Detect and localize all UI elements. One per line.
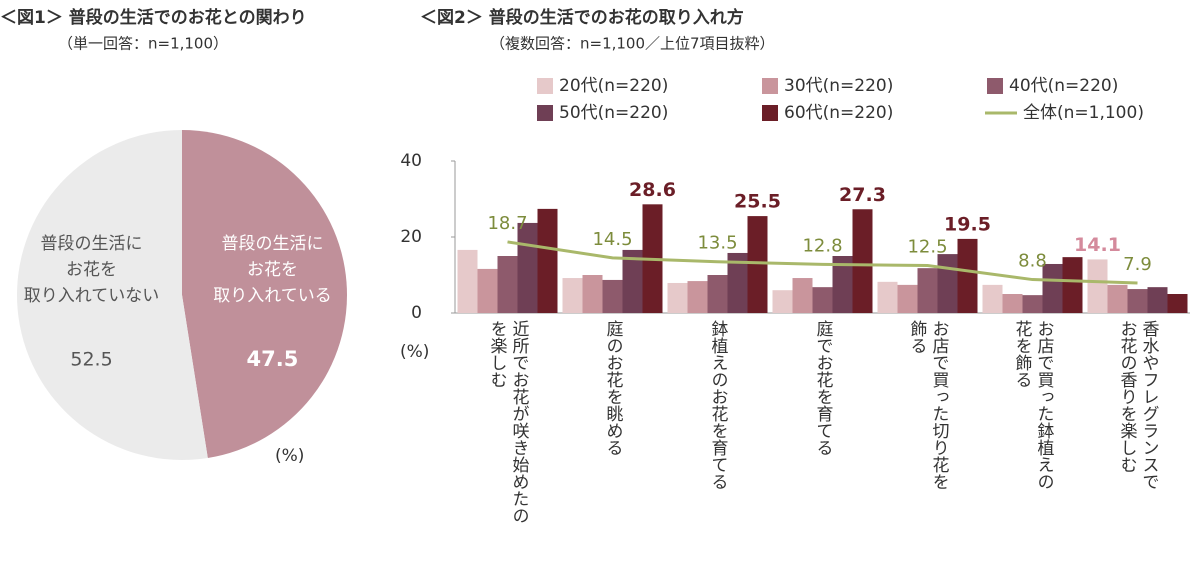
x-tick-label: お店で買った鉢植えの 花を飾る — [1011, 320, 1054, 490]
bar — [687, 281, 708, 313]
pie-subtitle: （単一回答：n=1,100） — [58, 35, 228, 53]
bar-subtitle: （複数回答：n=1,100／上位7項目抜粋） — [490, 35, 775, 53]
bar — [937, 254, 958, 313]
legend-swatch — [762, 78, 778, 94]
bar — [792, 278, 813, 313]
bar-value-label: 27.3 — [839, 184, 886, 206]
bar-value-label: 14.1 — [1074, 234, 1121, 256]
bar — [1062, 257, 1083, 313]
bar — [1087, 259, 1108, 313]
legend-label: 40代(n=220) — [1009, 76, 1118, 96]
bar — [957, 238, 978, 313]
x-tick-label: 庭でお花を育てる — [812, 320, 833, 456]
y-tick-label: 0 — [411, 303, 422, 323]
x-tick-label: 鉢植えのお花を育てる — [707, 320, 728, 490]
line-value-label: 14.5 — [592, 229, 632, 250]
bar — [1022, 295, 1043, 313]
legend-swatch — [762, 105, 778, 121]
bar-title: ＜図2＞ 普段の生活でのお花の取り入れ方 — [420, 7, 744, 28]
bar — [582, 275, 603, 313]
y-tick-label: 20 — [400, 227, 422, 247]
legend-swatch — [987, 78, 1003, 94]
legend-label: 全体(n=1,100) — [1023, 103, 1144, 123]
bar — [1147, 287, 1168, 313]
bar — [1167, 294, 1188, 313]
line-value-label: 18.7 — [487, 213, 527, 234]
pie-slice — [16, 130, 208, 460]
bar — [707, 275, 728, 313]
pie-slice — [182, 130, 347, 458]
bar — [1127, 289, 1148, 313]
bar-value-label: 19.5 — [944, 213, 991, 235]
line-value-label: 8.8 — [1018, 251, 1047, 272]
y-tick-label: 40 — [400, 151, 422, 171]
bar — [667, 282, 688, 313]
bar-value-label: 25.5 — [734, 191, 781, 213]
line-value-label: 13.5 — [697, 233, 737, 254]
bar — [457, 249, 478, 313]
bar — [897, 284, 918, 313]
slice-label: 普段の生活にお花を取り入れていない — [24, 234, 160, 306]
line — [507, 240, 1138, 285]
x-tick-label: 近所でお花が咲き始めたの を楽しむ — [486, 320, 529, 524]
bar — [1002, 294, 1023, 313]
legend-swatch — [537, 105, 553, 121]
x-tick-label: 香水やフレグランスで お花の香りを楽しむ — [1116, 320, 1159, 490]
legend-label: 30代(n=220) — [784, 76, 893, 96]
bar — [497, 256, 518, 313]
legend-label: 50代(n=220) — [559, 103, 668, 123]
bar — [622, 249, 643, 313]
slice-label: 普段の生活にお花を取り入れている — [213, 234, 332, 306]
bar — [517, 222, 538, 313]
legend-label: 20代(n=220) — [559, 76, 668, 96]
bar — [727, 252, 748, 313]
legend-label: 60代(n=220) — [784, 103, 893, 123]
bar — [917, 268, 938, 313]
bar — [832, 256, 853, 313]
bar — [772, 290, 793, 313]
bar — [877, 281, 898, 313]
x-tick-label: 庭のお花を眺める — [602, 320, 623, 456]
bar — [602, 279, 623, 313]
line-value-label: 7.9 — [1123, 254, 1152, 275]
bar — [747, 216, 768, 313]
bar — [1042, 263, 1063, 313]
bar-value-label: 28.6 — [629, 179, 676, 201]
bar — [852, 209, 873, 313]
y-axis-label: (%) — [400, 342, 429, 362]
pie-title: ＜図1＞ 普段の生活でのお花との関わり — [0, 7, 307, 28]
legend-swatch — [537, 78, 553, 94]
pie-unit: (%) — [275, 446, 304, 466]
bar — [812, 287, 833, 313]
slice-value: 47.5 — [247, 347, 299, 371]
slice-value: 52.5 — [70, 349, 112, 371]
bar — [562, 278, 583, 313]
bar — [537, 208, 558, 313]
line-value-label: 12.8 — [802, 235, 842, 256]
x-tick-label: お店で買った切り花を 飾る — [906, 320, 949, 490]
line-value-label: 12.5 — [907, 237, 947, 258]
bar — [982, 284, 1003, 313]
bar — [1107, 284, 1128, 313]
bar — [477, 268, 498, 313]
